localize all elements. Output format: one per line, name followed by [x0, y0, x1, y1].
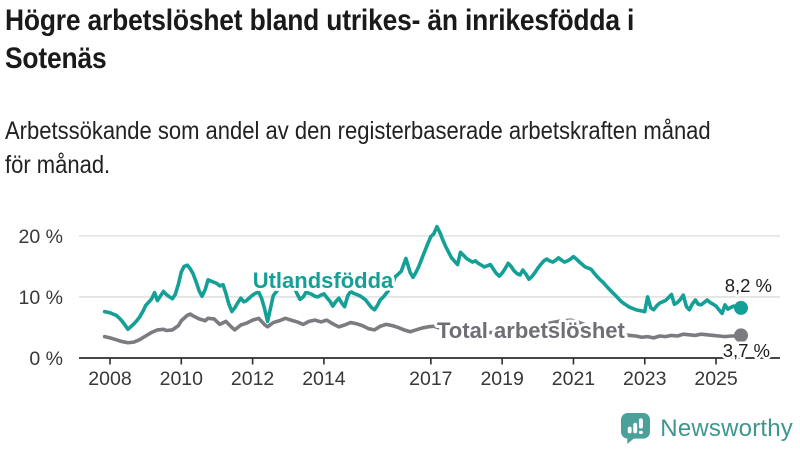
y-tick-label: 0 % — [29, 348, 63, 370]
x-tick-label: 2023 — [623, 368, 666, 390]
x-tick-label: 2017 — [409, 368, 452, 390]
series-line-utlandsf-dda — [102, 224, 743, 332]
y-tick-label: 20 % — [19, 226, 63, 248]
title-line-2: Sotenäs — [5, 42, 107, 75]
x-tick-label: 2025 — [694, 368, 738, 390]
series-label-utlandsf-dda: Utlandsfödda — [253, 268, 394, 293]
subtitle-line-1: Arbetssökande som andel av den registerb… — [5, 117, 711, 145]
title-line-1: Högre arbetslöshet bland utrikes- än inr… — [5, 4, 635, 37]
y-tick-label: 10 % — [19, 287, 63, 309]
series-end-dot-total-arbetsl-shet — [734, 328, 749, 343]
series-end-dot-utlandsf-dda — [734, 300, 749, 315]
series-end-value-total-arbetsl-shet: 3,7 % — [723, 340, 770, 361]
series-line-total-arbetsl-shet — [102, 312, 743, 345]
newsworthy-logo[interactable]: Newsworthy — [620, 412, 793, 445]
x-tick-label: 2008 — [88, 368, 131, 390]
chart-header: Högre arbetslöshet bland utrikes- än inr… — [5, 2, 800, 182]
x-tick-label: 2010 — [160, 368, 204, 390]
x-tick-label: 2014 — [302, 368, 346, 390]
brand-name: Newsworthy — [660, 414, 793, 442]
chart-subtitle: Arbetssökande som andel av den registerb… — [5, 78, 800, 182]
series-end-value-utlandsf-dda: 8,2 % — [725, 275, 772, 296]
series-label-total-arbetsl-shet: Total arbetslöshet — [437, 318, 626, 343]
newsworthy-chart-bubble-icon — [620, 412, 651, 445]
subtitle-line-2: för månad. — [5, 151, 111, 179]
page-title: Högre arbetslöshet bland utrikes- än inr… — [5, 2, 800, 78]
x-tick-label: 2012 — [231, 368, 274, 390]
x-tick-label: 2021 — [552, 368, 595, 390]
x-tick-label: 2019 — [480, 368, 523, 390]
